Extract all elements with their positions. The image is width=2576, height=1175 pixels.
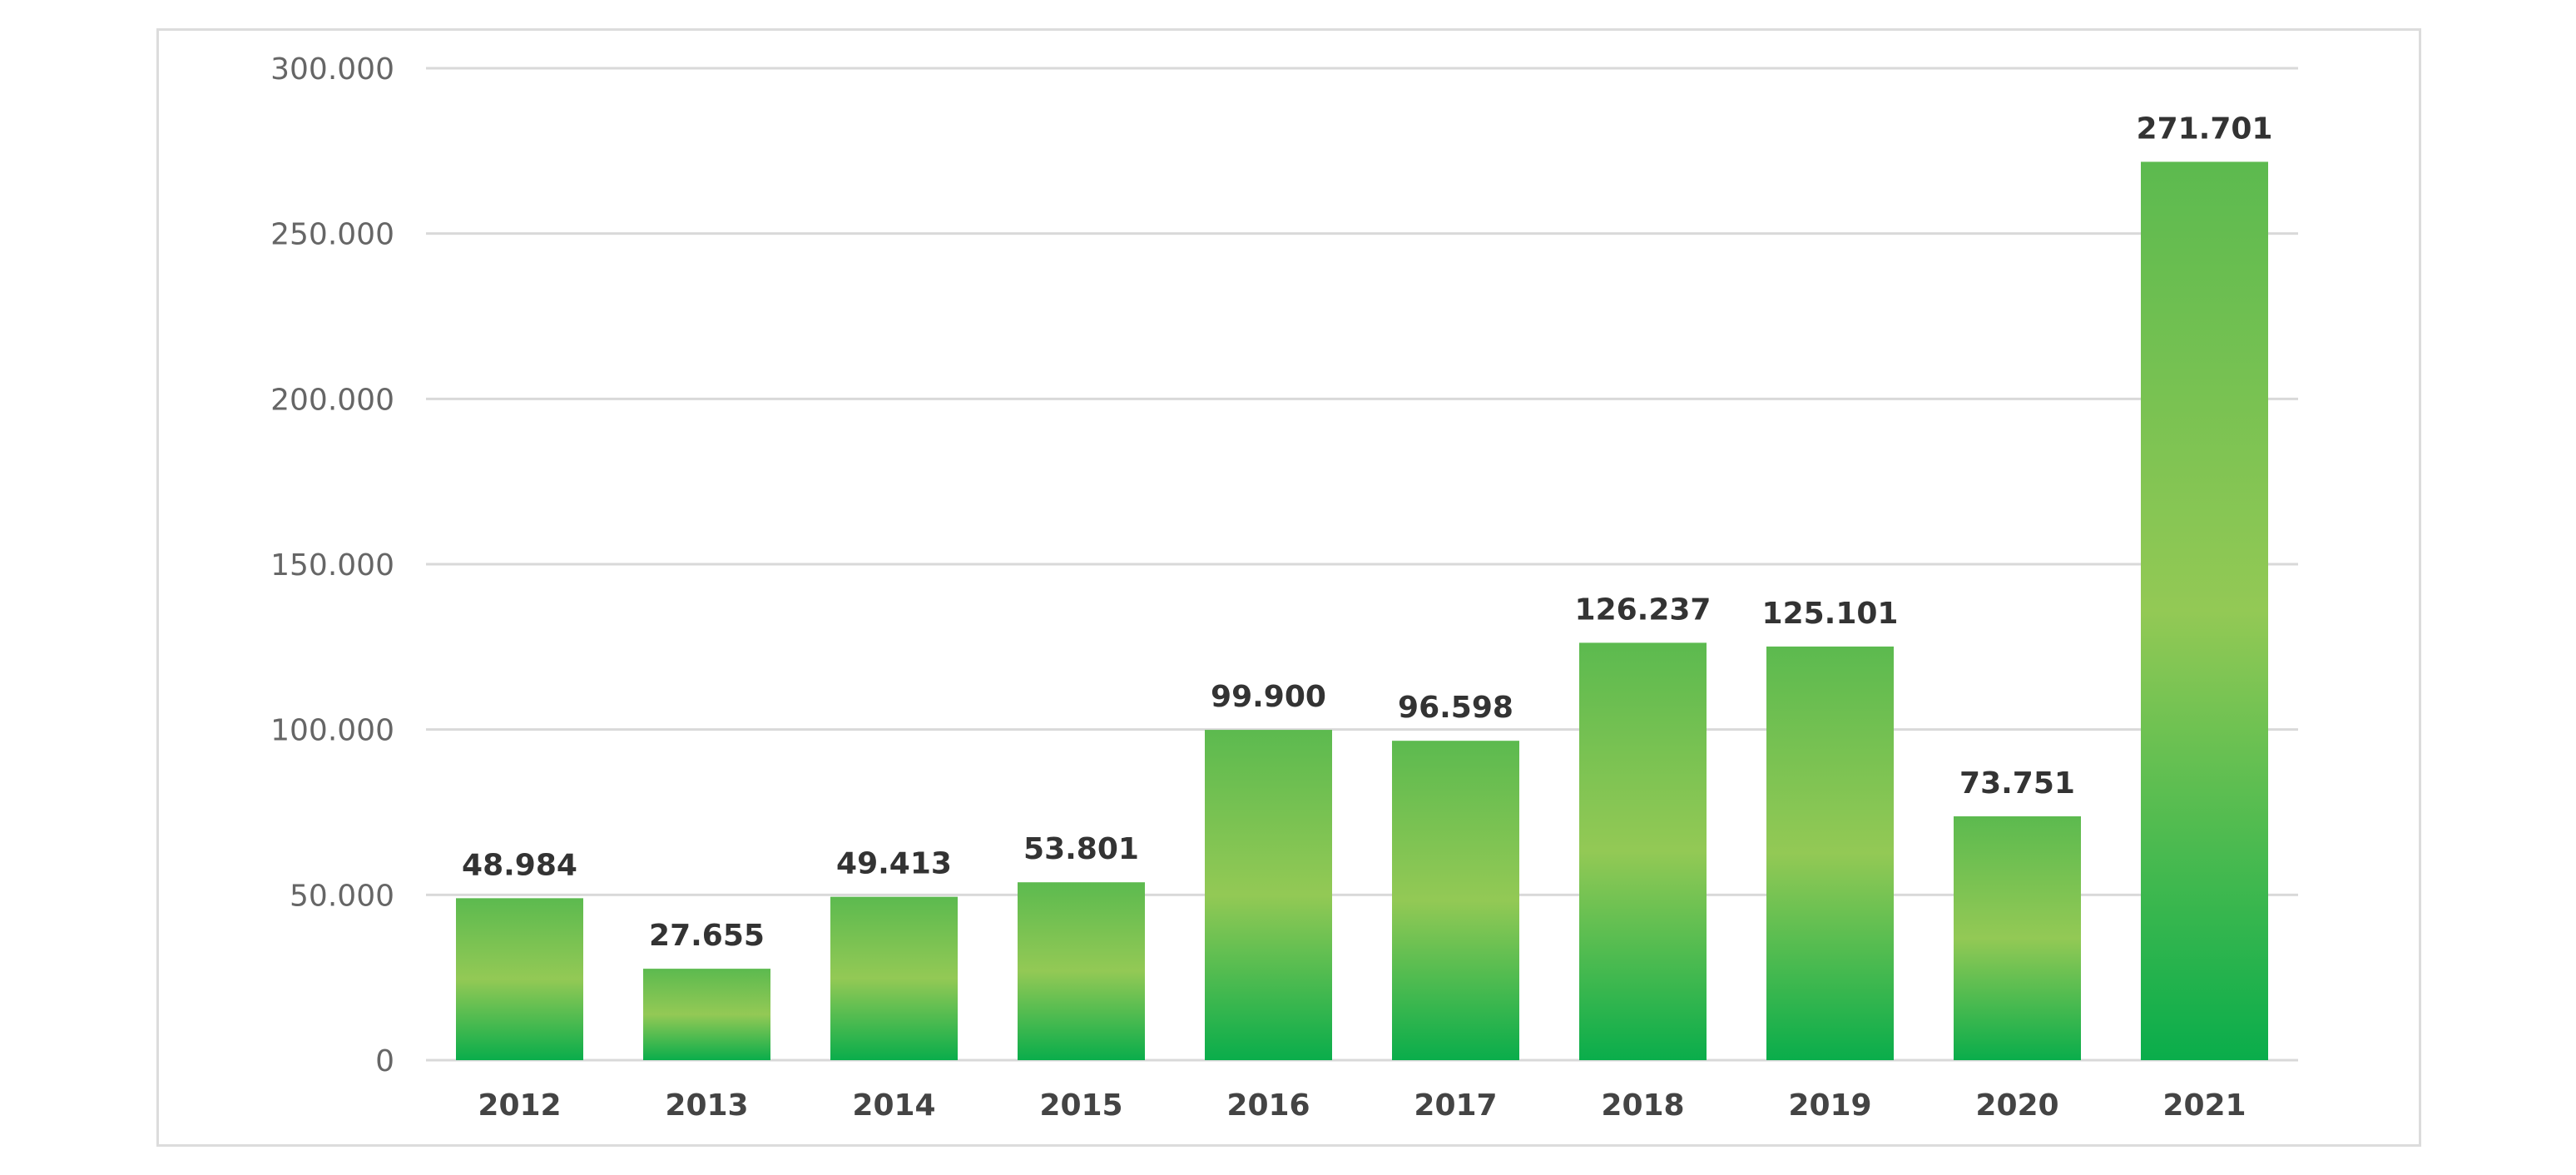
bar-2019	[1766, 646, 1894, 1060]
x-axis: 2012 2013 2014 2015 2016 2017 2018 2019 2020 2021	[478, 1088, 2246, 1123]
x-tick-label-2020: 2020	[1975, 1088, 2058, 1123]
data-label-2017: 96.598	[1398, 691, 1513, 725]
bar-2014	[830, 896, 958, 1060]
data-label-2014: 49.413	[836, 847, 952, 881]
bar-2021	[2141, 161, 2268, 1060]
data-label-2015: 53.801	[1023, 832, 1139, 866]
y-tick-label: 200.000	[270, 383, 394, 417]
data-label-2019: 125.101	[1762, 597, 1899, 631]
data-label-2013: 27.655	[649, 919, 765, 953]
data-label-2021: 271.701	[2137, 112, 2273, 146]
data-label-2012: 48.984	[462, 848, 577, 882]
bar-2015	[1018, 882, 1145, 1060]
bar-2020	[1954, 816, 2081, 1060]
x-tick-label-2019: 2019	[1788, 1088, 1871, 1123]
x-tick-label-2018: 2018	[1601, 1088, 1684, 1123]
data-labels: 48.984 27.655 49.413 53.801 99.900 96.598 126.…	[462, 112, 2272, 953]
y-tick-label: 50.000	[290, 879, 394, 913]
bar-2017	[1392, 741, 1519, 1060]
y-tick-label: 300.000	[270, 52, 394, 87]
bars	[456, 161, 2268, 1060]
x-tick-label-2015: 2015	[1039, 1088, 1122, 1123]
x-tick-label-2014: 2014	[852, 1088, 935, 1123]
bar-2016	[1205, 730, 1332, 1060]
y-tick-label: 100.000	[270, 714, 394, 748]
data-label-2016: 99.900	[1211, 680, 1326, 714]
x-tick-label-2017: 2017	[1414, 1088, 1497, 1123]
y-tick-label: 0	[375, 1044, 394, 1078]
x-tick-label-2016: 2016	[1226, 1088, 1310, 1123]
data-label-2018: 126.237	[1575, 592, 1712, 627]
x-tick-label-2021: 2021	[2162, 1088, 2246, 1123]
x-tick-label-2013: 2013	[665, 1088, 748, 1123]
data-label-2020: 73.751	[1959, 766, 2075, 801]
bar-2012	[456, 898, 583, 1060]
bar-2013	[643, 969, 770, 1060]
y-tick-label: 150.000	[270, 548, 394, 583]
y-tick-label: 250.000	[270, 218, 394, 252]
x-tick-label-2012: 2012	[478, 1088, 561, 1123]
bar-2018	[1579, 642, 1707, 1060]
y-axis: 0 50.000 100.000 150.000 200.000 250.000 300.0…	[270, 52, 394, 1078]
